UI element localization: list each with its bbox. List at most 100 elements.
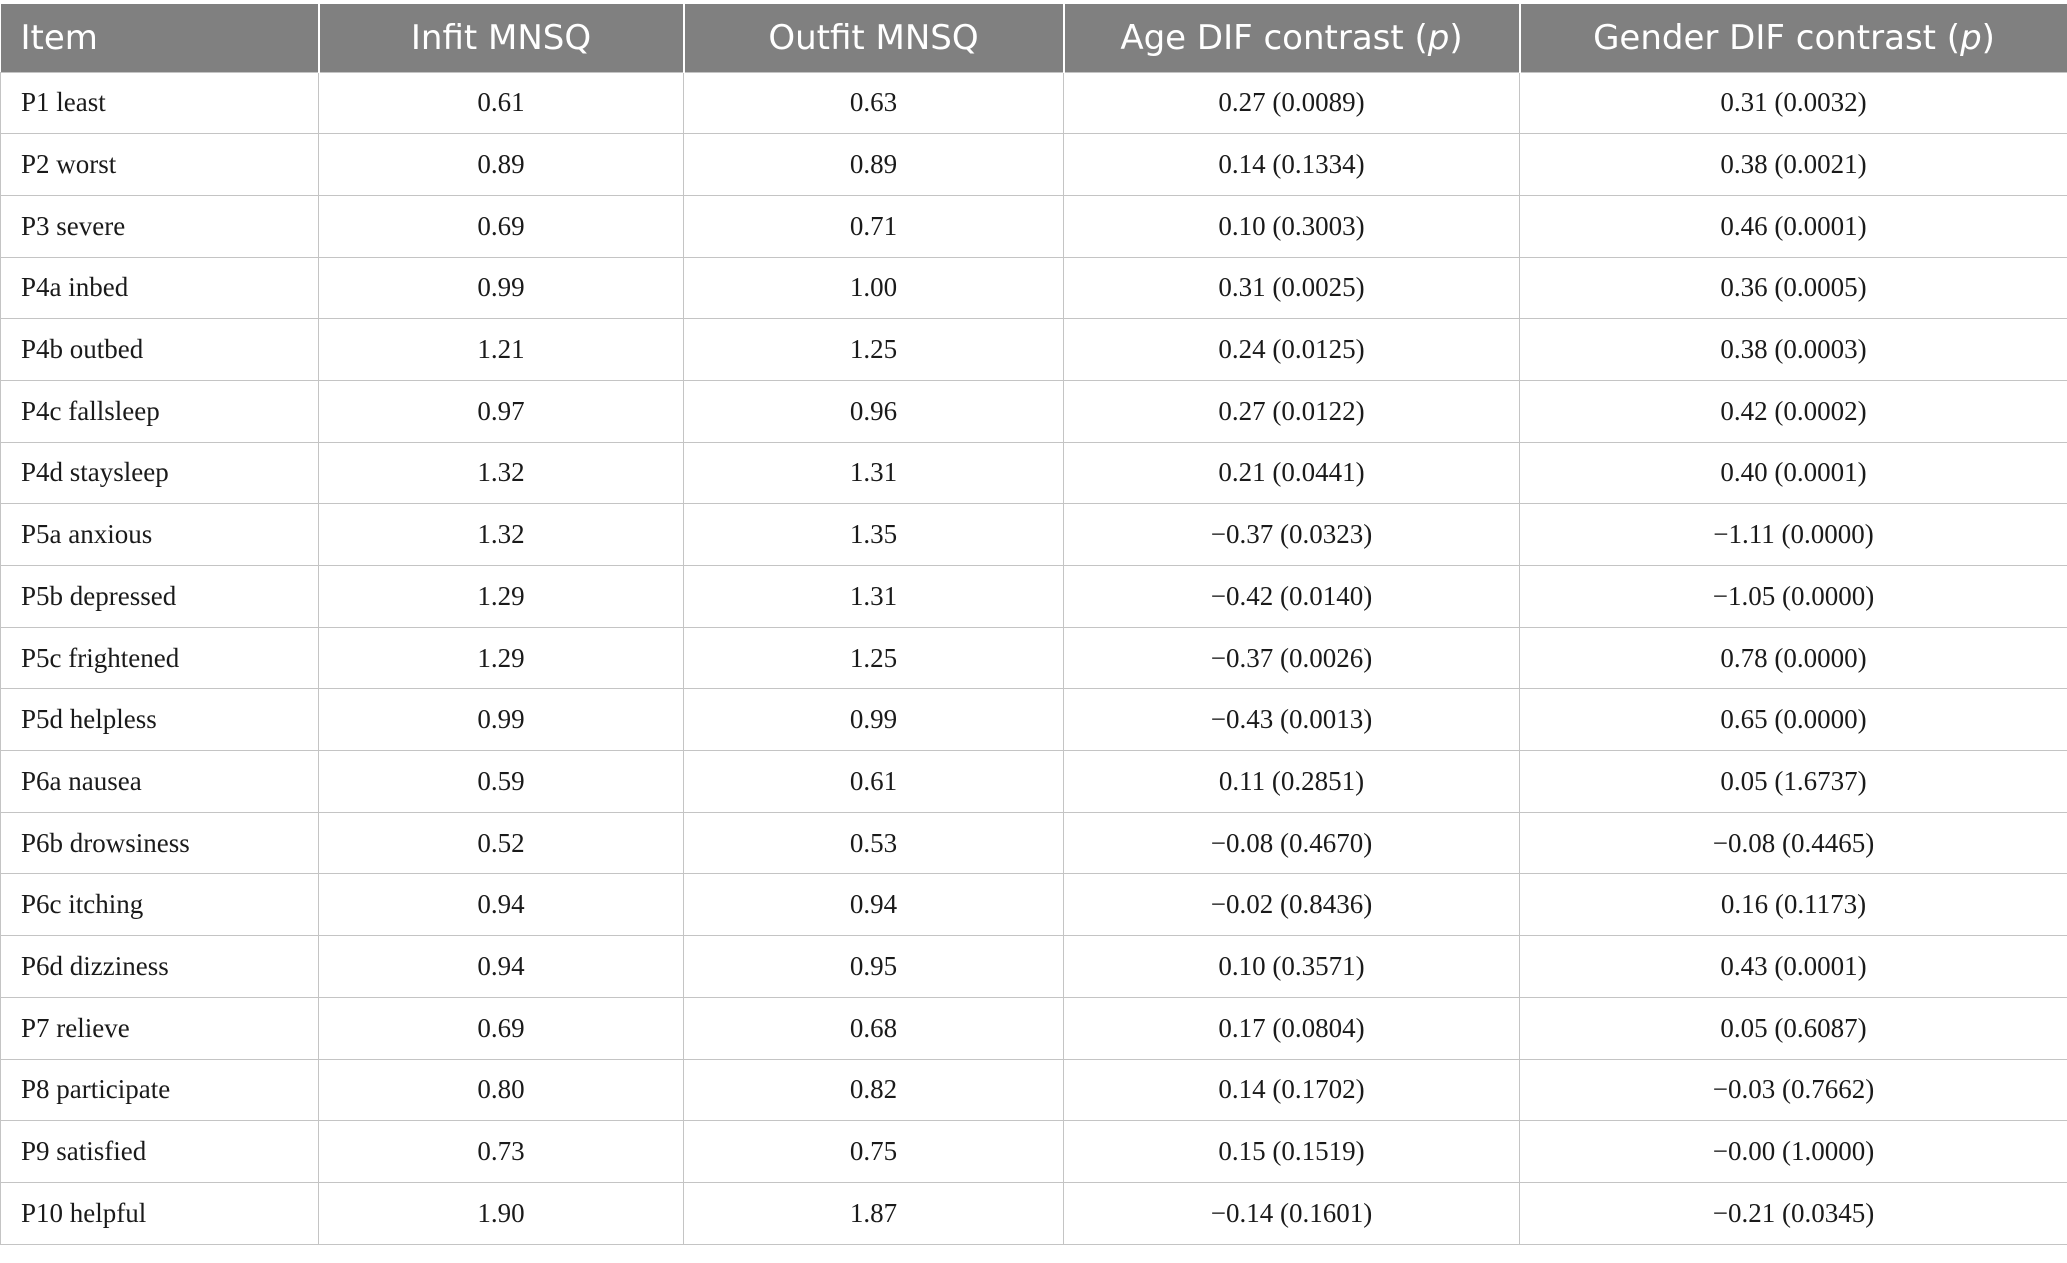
cell-outfit-mnsq: 0.96	[683, 379, 1064, 443]
cell-age-dif-contrast: −0.08 (0.4670)	[1063, 811, 1520, 875]
cell-infit-mnsq: 0.94	[318, 873, 684, 937]
header-outfit-mnsq: Outfit MNSQ	[682, 4, 1064, 72]
cell-infit-mnsq: 0.69	[318, 996, 684, 1060]
cell-gender-dif-contrast: −0.21 (0.0345)	[1519, 1181, 2067, 1245]
cell-outfit-mnsq: 1.31	[683, 441, 1064, 505]
cell-age-dif-contrast: −0.42 (0.0140)	[1063, 565, 1520, 628]
cell-item: P4c fallsleep	[0, 379, 319, 443]
cell-outfit-mnsq: 0.53	[683, 811, 1064, 875]
table-header: Item Infit MNSQ Outfit MNSQ Age DIF cont…	[0, 4, 2067, 72]
cell-age-dif-contrast: 0.10 (0.3571)	[1063, 935, 1520, 998]
table-row: P6c itching 0.94 0.94 −0.02 (0.8436) 0.16 (0…	[0, 873, 2067, 937]
cell-age-dif-contrast: −0.02 (0.8436)	[1063, 873, 1520, 937]
cell-outfit-mnsq: 0.68	[683, 996, 1064, 1060]
header-item: Item	[20, 17, 98, 58]
cell-gender-dif-contrast: 0.16 (0.1173)	[1519, 873, 2067, 937]
cell-infit-mnsq: 1.90	[318, 1181, 684, 1245]
cell-item: P4d staysleep	[0, 441, 319, 505]
cell-item: P2 worst	[0, 133, 319, 196]
table-row: P5c frightened 1.29 1.25 −0.37 (0.0026) 0.78…	[0, 626, 2067, 690]
table-row: P4c fallsleep 0.97 0.96 0.27 (0.0122) 0.42 (…	[0, 379, 2067, 443]
table-row: P8 participate 0.80 0.82 0.14 (0.1702) −0.03…	[0, 1058, 2067, 1122]
cell-gender-dif-contrast: 0.38 (0.0003)	[1519, 318, 2067, 381]
cell-outfit-mnsq: 0.61	[683, 750, 1064, 813]
cell-age-dif-contrast: 0.14 (0.1702)	[1063, 1058, 1520, 1122]
cell-item: P10 helpful	[0, 1181, 319, 1245]
table-row: P5d helpless 0.99 0.99 −0.43 (0.0013) 0.65 (…	[0, 688, 2067, 752]
table-row: P7 relieve 0.69 0.68 0.17 (0.0804) 0.05 (0.6…	[0, 996, 2067, 1060]
table-row: P9 satisfied 0.73 0.75 0.15 (0.1519) −0.00 (…	[0, 1120, 2067, 1183]
cell-gender-dif-contrast: −0.03 (0.7662)	[1519, 1058, 2067, 1122]
header-age-dif-contrast: Age DIF contrast (p)	[1062, 4, 1520, 72]
cell-outfit-mnsq: 0.63	[683, 71, 1064, 135]
cell-infit-mnsq: 0.73	[318, 1120, 684, 1183]
cell-item: P5d helpless	[0, 688, 319, 752]
table-row: P6a nausea 0.59 0.61 0.11 (0.2851) 0.05 (1.6…	[0, 750, 2067, 813]
cell-gender-dif-contrast: −0.00 (1.0000)	[1519, 1120, 2067, 1183]
cell-item: P7 relieve	[0, 996, 319, 1060]
cell-gender-dif-contrast: 0.31 (0.0032)	[1519, 71, 2067, 135]
cell-age-dif-contrast: 0.24 (0.0125)	[1063, 318, 1520, 381]
cell-item: P3 severe	[0, 194, 319, 258]
item-fit-table-container: Item Infit MNSQ Outfit MNSQ Age DIF cont…	[0, 4, 2067, 1245]
cell-infit-mnsq: 1.21	[318, 318, 684, 381]
cell-gender-dif-contrast: −1.11 (0.0000)	[1519, 503, 2067, 566]
cell-infit-mnsq: 0.59	[318, 750, 684, 813]
cell-item: P8 participate	[0, 1058, 319, 1122]
cell-infit-mnsq: 0.97	[318, 379, 684, 443]
cell-gender-dif-contrast: −0.08 (0.4465)	[1519, 811, 2067, 875]
cell-item: P6a nausea	[0, 750, 319, 813]
cell-outfit-mnsq: 1.00	[683, 256, 1064, 320]
cell-age-dif-contrast: −0.43 (0.0013)	[1063, 688, 1520, 752]
cell-gender-dif-contrast: 0.78 (0.0000)	[1519, 626, 2067, 690]
table-row: P4a inbed 0.99 1.00 0.31 (0.0025) 0.36 (0.00…	[0, 256, 2067, 320]
header-gender-dif-contrast: Gender DIF contrast (p)	[1518, 4, 2067, 72]
cell-item: P6d dizziness	[0, 935, 319, 998]
cell-outfit-mnsq: 1.31	[683, 565, 1064, 628]
table-row: P3 severe 0.69 0.71 0.10 (0.3003) 0.46 (0.00…	[0, 194, 2067, 258]
cell-age-dif-contrast: 0.27 (0.0122)	[1063, 379, 1520, 443]
cell-outfit-mnsq: 1.35	[683, 503, 1064, 566]
item-fit-table: Item Infit MNSQ Outfit MNSQ Age DIF cont…	[0, 4, 2067, 1245]
cell-gender-dif-contrast: 0.05 (1.6737)	[1519, 750, 2067, 813]
cell-infit-mnsq: 0.89	[318, 133, 684, 196]
cell-item: P6b drowsiness	[0, 811, 319, 875]
cell-gender-dif-contrast: 0.46 (0.0001)	[1519, 194, 2067, 258]
cell-age-dif-contrast: 0.27 (0.0089)	[1063, 71, 1520, 135]
table-row: P2 worst 0.89 0.89 0.14 (0.1334) 0.38 (0.002…	[0, 133, 2067, 196]
cell-item: P5c frightened	[0, 626, 319, 690]
cell-age-dif-contrast: 0.31 (0.0025)	[1063, 256, 1520, 320]
cell-item: P4a inbed	[0, 256, 319, 320]
table-row: P4d staysleep 1.32 1.31 0.21 (0.0441) 0.40 (…	[0, 441, 2067, 505]
cell-age-dif-contrast: 0.15 (0.1519)	[1063, 1120, 1520, 1183]
cell-outfit-mnsq: 0.71	[683, 194, 1064, 258]
table-body: P1 least 0.61 0.63 0.27 (0.0089) 0.31 (0.003…	[0, 71, 2067, 1245]
cell-item: P5a anxious	[0, 503, 319, 566]
cell-infit-mnsq: 0.99	[318, 688, 684, 752]
table-row: P5a anxious 1.32 1.35 −0.37 (0.0323) −1.11 (…	[0, 503, 2067, 566]
cell-infit-mnsq: 0.99	[318, 256, 684, 320]
cell-infit-mnsq: 1.32	[318, 441, 684, 505]
cell-infit-mnsq: 0.61	[318, 71, 684, 135]
cell-outfit-mnsq: 0.89	[683, 133, 1064, 196]
table-row: P6d dizziness 0.94 0.95 0.10 (0.3571) 0.43 (…	[0, 935, 2067, 998]
table-row: P1 least 0.61 0.63 0.27 (0.0089) 0.31 (0.003…	[0, 71, 2067, 135]
cell-gender-dif-contrast: −1.05 (0.0000)	[1519, 565, 2067, 628]
cell-outfit-mnsq: 0.82	[683, 1058, 1064, 1122]
cell-outfit-mnsq: 1.25	[683, 626, 1064, 690]
table-row: P5b depressed 1.29 1.31 −0.42 (0.0140) −1.05…	[0, 565, 2067, 628]
cell-outfit-mnsq: 0.99	[683, 688, 1064, 752]
cell-age-dif-contrast: −0.14 (0.1601)	[1063, 1181, 1520, 1245]
cell-item: P5b depressed	[0, 565, 319, 628]
cell-item: P6c itching	[0, 873, 319, 937]
cell-age-dif-contrast: 0.10 (0.3003)	[1063, 194, 1520, 258]
cell-infit-mnsq: 1.29	[318, 565, 684, 628]
cell-item: P4b outbed	[0, 318, 319, 381]
header-row: Item Infit MNSQ Outfit MNSQ Age DIF cont…	[0, 4, 2067, 72]
cell-outfit-mnsq: 0.75	[683, 1120, 1064, 1183]
cell-infit-mnsq: 0.69	[318, 194, 684, 258]
cell-item: P1 least	[0, 71, 319, 135]
cell-infit-mnsq: 1.29	[318, 626, 684, 690]
table-row: P10 helpful 1.90 1.87 −0.14 (0.1601) −0.21 (…	[0, 1181, 2067, 1245]
cell-infit-mnsq: 0.80	[318, 1058, 684, 1122]
